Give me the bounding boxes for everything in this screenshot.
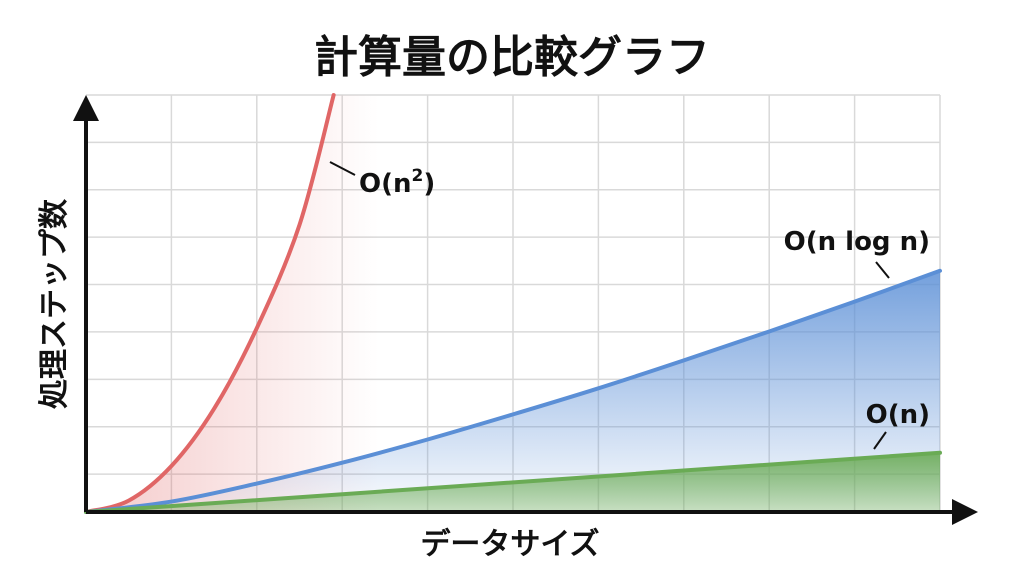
y-axis-label: 処理ステップ数 [37, 198, 72, 409]
series-lines [84, 93, 942, 514]
series-label-n: O(n) [866, 400, 930, 430]
label-leader-n-squared [329, 161, 356, 176]
x-axis-label: データサイズ [420, 527, 599, 562]
chart-title: 計算量の比較グラフ [314, 32, 710, 83]
series-label-n-squared: O(n2) [359, 166, 435, 199]
axes [73, 95, 978, 525]
series-area-n-squared [86, 95, 379, 512]
series-line-n [84, 450, 942, 514]
x-axis-arrow [952, 499, 978, 525]
series-line-n-squared [84, 93, 336, 514]
series-line-n-log-n [84, 268, 942, 514]
series-labels: O(n2) O(n log n) O(n) [329, 161, 930, 450]
series-label-n-squared-sup: 2 [412, 166, 424, 186]
series-area-n-log-n [86, 270, 940, 512]
y-axis-arrow [73, 95, 99, 121]
series-label-n-squared-base: O(n [359, 169, 412, 199]
label-leader-n-log-n [875, 261, 890, 279]
label-leader-n [873, 431, 887, 450]
series-label-n-log-n: O(n log n) [784, 227, 930, 257]
series-label-n-squared-close: ) [423, 169, 435, 199]
